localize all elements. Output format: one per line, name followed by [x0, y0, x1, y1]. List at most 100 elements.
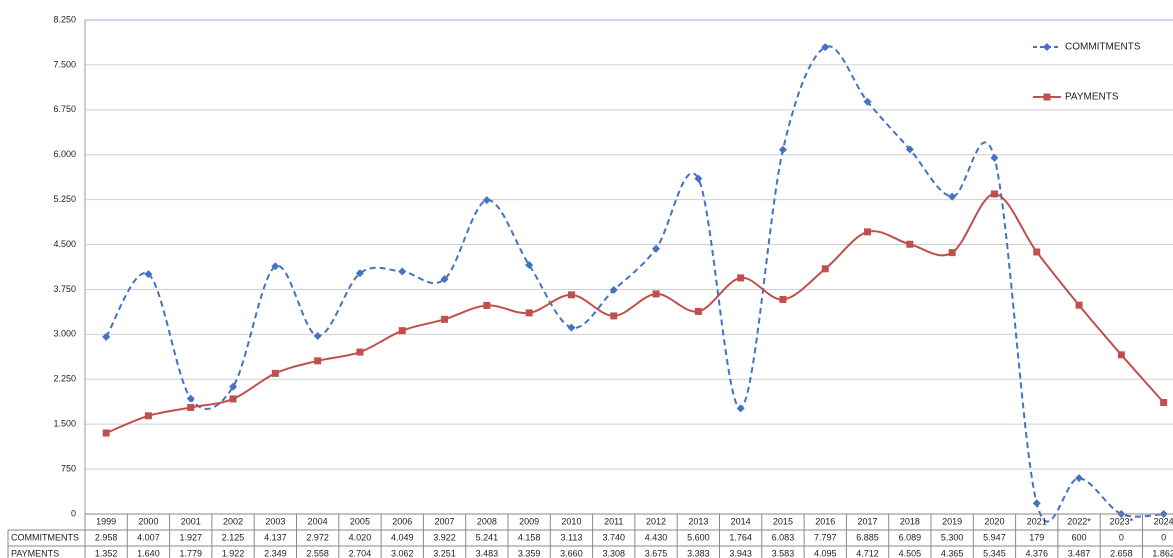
- point: [187, 403, 195, 411]
- x-tick-label: 2015: [773, 516, 793, 526]
- data-label: 7.797: [814, 532, 837, 542]
- data-label: 4.430: [645, 532, 668, 542]
- x-tick-label: 2000: [138, 516, 158, 526]
- point: [144, 412, 152, 420]
- data-label: 2.658: [1110, 548, 1133, 558]
- data-label: 0: [1161, 532, 1166, 542]
- data-label: 1.862: [1152, 548, 1173, 558]
- data-label: 1.779: [179, 548, 202, 558]
- x-tick-label: 2012: [646, 516, 666, 526]
- point: [482, 196, 491, 205]
- y-tick-label: 6.000: [53, 149, 76, 159]
- data-label: 4.712: [856, 548, 879, 558]
- y-tick-label: 2.250: [53, 374, 76, 384]
- point: [1160, 399, 1168, 407]
- data-label: 4.137: [264, 532, 287, 542]
- point: [779, 295, 787, 303]
- point: [271, 369, 279, 377]
- data-label: 1.922: [222, 548, 245, 558]
- data-label: 3.483: [476, 548, 499, 558]
- data-label: 4.095: [814, 548, 837, 558]
- x-tick-label: 1999: [96, 516, 116, 526]
- point: [821, 265, 829, 273]
- point: [863, 97, 872, 106]
- point: [313, 332, 322, 341]
- x-tick-label: 2002: [223, 516, 243, 526]
- point: [271, 262, 280, 271]
- data-label: 6.885: [856, 532, 879, 542]
- point: [525, 309, 533, 317]
- data-label: 3.740: [602, 532, 625, 542]
- point: [1043, 93, 1051, 101]
- data-label: 3.487: [1068, 548, 1091, 558]
- point: [483, 301, 491, 309]
- point: [1117, 351, 1125, 359]
- data-label: 4.049: [391, 532, 414, 542]
- data-label: 5.241: [476, 532, 499, 542]
- x-tick-label: 2024: [1154, 516, 1173, 526]
- point: [398, 327, 406, 335]
- data-label: 3.062: [391, 548, 414, 558]
- data-label: 5.600: [687, 532, 710, 542]
- point: [905, 145, 914, 154]
- x-tick-label: 2009: [519, 516, 539, 526]
- x-tick-label: 2010: [561, 516, 581, 526]
- data-label: 6.089: [899, 532, 922, 542]
- point: [102, 332, 111, 341]
- data-label: 0: [1119, 532, 1124, 542]
- point: [948, 249, 956, 257]
- y-tick-label: 1.500: [53, 419, 76, 429]
- point: [440, 275, 449, 284]
- data-label: 5.345: [983, 548, 1006, 558]
- table-row-header: PAYMENTS: [11, 548, 59, 558]
- point: [990, 190, 998, 198]
- point: [567, 323, 576, 332]
- point: [694, 307, 702, 315]
- point: [778, 145, 787, 154]
- x-tick-label: 2020: [984, 516, 1004, 526]
- point: [990, 153, 999, 162]
- data-label: 3.675: [645, 548, 668, 558]
- point: [144, 270, 153, 279]
- point: [229, 395, 237, 403]
- x-tick-label: 2006: [392, 516, 412, 526]
- data-label: 2.125: [222, 532, 245, 542]
- data-label: 6.083: [772, 532, 795, 542]
- y-tick-label: 0: [71, 508, 76, 518]
- point: [1075, 301, 1083, 309]
- y-tick-label: 4.500: [53, 239, 76, 249]
- point: [567, 291, 575, 299]
- y-tick-label: 3.000: [53, 329, 76, 339]
- point: [948, 192, 957, 201]
- point: [102, 429, 110, 437]
- point: [609, 286, 618, 295]
- data-label: 5.947: [983, 532, 1006, 542]
- y-tick-label: 8.250: [53, 14, 76, 24]
- y-tick-label: 3.750: [53, 284, 76, 294]
- x-tick-label: 2019: [942, 516, 962, 526]
- x-tick-label: 2008: [477, 516, 497, 526]
- point: [441, 315, 449, 323]
- data-label: 4.505: [899, 548, 922, 558]
- point: [314, 357, 322, 365]
- line: [105, 45, 1164, 523]
- table-row-header: COMMITMENTS: [11, 532, 79, 542]
- x-tick-label: 2017: [858, 516, 878, 526]
- x-tick-label: 2005: [350, 516, 370, 526]
- data-label: 2.958: [95, 532, 118, 542]
- point: [1075, 474, 1084, 483]
- point: [906, 240, 914, 248]
- data-label: 2.704: [349, 548, 372, 558]
- point: [610, 312, 618, 320]
- point: [821, 43, 830, 52]
- x-tick-label: 2011: [604, 516, 623, 526]
- data-label: 1.352: [95, 548, 118, 558]
- legend-label: COMMITMENTS: [1065, 42, 1141, 53]
- x-tick-label: 2001: [181, 516, 201, 526]
- data-label: 5.300: [941, 532, 964, 542]
- point: [1033, 248, 1041, 256]
- data-label: 3.113: [561, 532, 583, 542]
- x-tick-label: 2016: [815, 516, 835, 526]
- x-tick-label: 2021: [1027, 516, 1047, 526]
- data-label: 1.927: [179, 532, 202, 542]
